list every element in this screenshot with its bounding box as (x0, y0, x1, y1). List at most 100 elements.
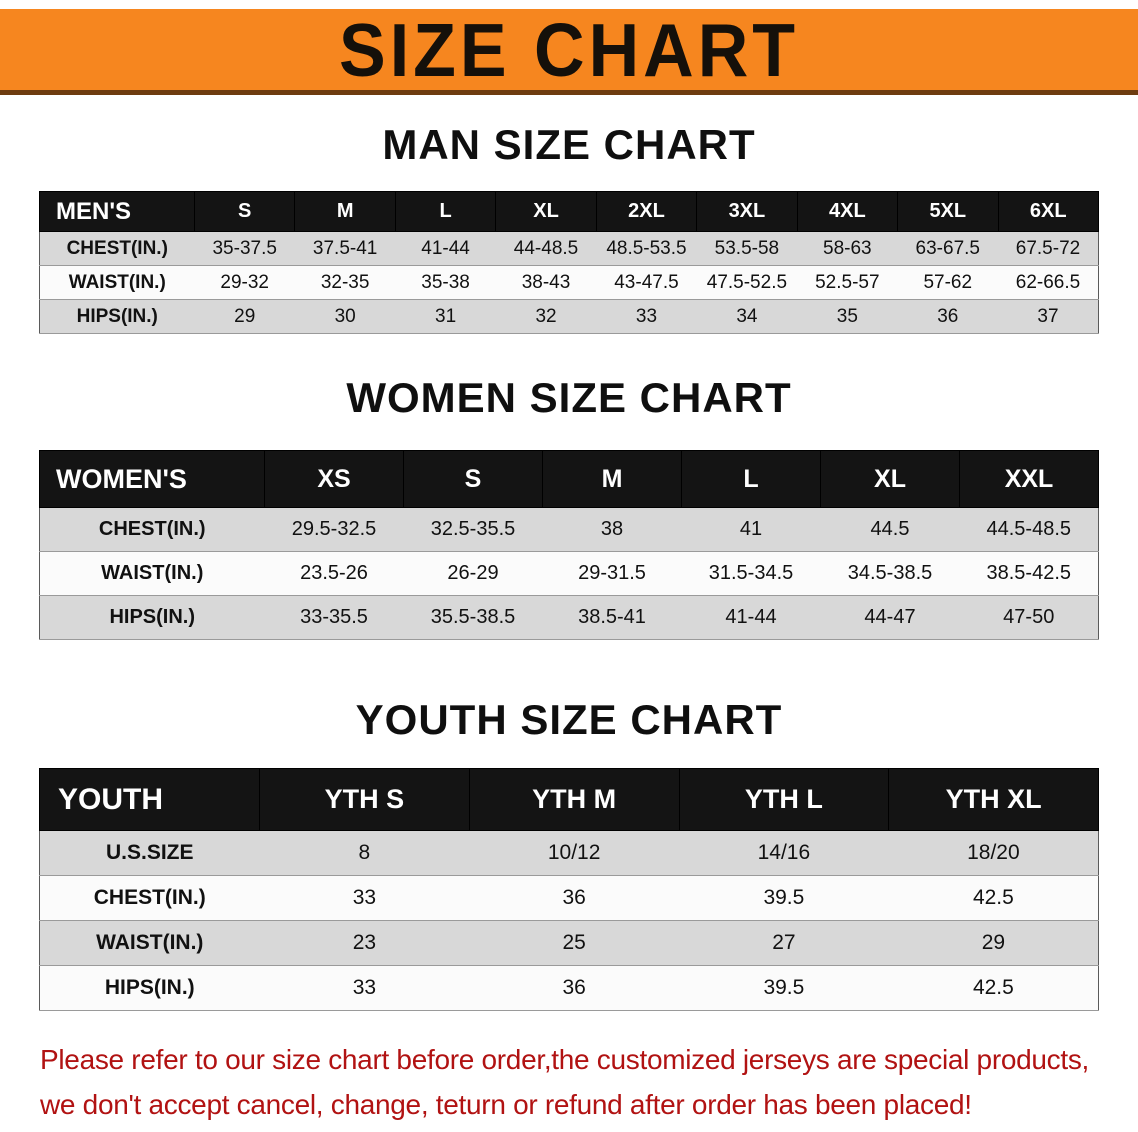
disclaimer-line-2: we don't accept cancel, change, teturn o… (40, 1089, 972, 1120)
size-value: 33 (259, 965, 470, 1011)
row-label: HIPS(IN.) (39, 595, 265, 640)
size-value: 62-66.5 (998, 265, 1099, 300)
size-value: 38.5-41 (542, 595, 682, 640)
row-label: CHEST(IN.) (39, 875, 260, 921)
size-column-header: M (542, 450, 682, 508)
row-label: HIPS(IN.) (39, 965, 260, 1011)
size-value: 48.5-53.5 (596, 231, 697, 266)
measurement-row: HIPS(IN.) 33 36 39.5 42.5 (39, 965, 1099, 1011)
size-column-header: M (294, 191, 396, 232)
page-title: SIZE CHART (339, 7, 799, 92)
size-value: 35-37.5 (194, 231, 295, 266)
women-size-section: WOMEN SIZE CHART WOMEN'S XS S M L XL XXL CHEST… (0, 374, 1138, 640)
size-value: 42.5 (888, 875, 1099, 921)
youth-size-table: YOUTH YTH S YTH M YTH L YTH XL U.S.SIZE 8 10/1… (39, 768, 1099, 1011)
size-value: 32 (495, 299, 597, 334)
size-value: 52.5-57 (797, 265, 898, 300)
size-value: 39.5 (679, 875, 889, 921)
row-label: CHEST(IN.) (39, 231, 195, 266)
size-value: 26-29 (403, 551, 543, 596)
size-value: 42.5 (888, 965, 1099, 1011)
size-value: 41 (681, 507, 821, 552)
size-value: 10/12 (469, 830, 679, 876)
size-value: 32.5-35.5 (403, 507, 543, 552)
size-value: 23 (259, 920, 470, 966)
size-value: 29 (194, 299, 295, 334)
size-value: 33-35.5 (264, 595, 404, 640)
measurement-row: WAIST(IN.) 29-32 32-35 35-38 38-43 43-47.5 47.… (39, 265, 1099, 300)
size-column-header: 6XL (997, 191, 1099, 232)
size-value: 33 (259, 875, 470, 921)
size-value: 35.5-38.5 (403, 595, 543, 640)
size-column-header: YTH L (678, 768, 890, 831)
size-value: 29-32 (194, 265, 295, 300)
size-value: 44.5 (820, 507, 960, 552)
banner: SIZE CHART (0, 7, 1138, 95)
size-value: 47.5-52.5 (696, 265, 798, 300)
size-column-header: L (394, 191, 497, 232)
size-column-header: YTH S (259, 768, 470, 831)
size-value: 31.5-34.5 (681, 551, 821, 596)
size-value: 47-50 (959, 595, 1099, 640)
size-value: 31 (395, 299, 496, 334)
group-label: WOMEN'S (39, 450, 265, 508)
measurement-row: WAIST(IN.) 23.5-26 26-29 29-31.5 31.5-34.5 34… (39, 551, 1099, 596)
table-header-row: YOUTH YTH S YTH M YTH L YTH XL (39, 768, 1099, 831)
size-value: 29 (888, 920, 1099, 966)
row-label: WAIST(IN.) (39, 551, 265, 596)
size-value: 67.5-72 (998, 231, 1099, 266)
size-value: 29-31.5 (542, 551, 682, 596)
section-heading-women: WOMEN SIZE CHART (346, 374, 792, 421)
size-column-header: S (403, 450, 543, 508)
size-value: 44-48.5 (495, 231, 597, 266)
row-label: WAIST(IN.) (39, 265, 195, 300)
size-value: 38-43 (495, 265, 597, 300)
size-value: 29.5-32.5 (264, 507, 404, 552)
table-header-row: MEN'S S M L XL 2XL 3XL 4XL 5XL 6XL (39, 191, 1099, 232)
measurement-row: HIPS(IN.) 33-35.5 35.5-38.5 38.5-41 41-44 44-… (39, 595, 1099, 640)
size-column-header: 4XL (796, 191, 899, 232)
youth-size-section: YOUTH SIZE CHART YOUTH YTH S YTH M YTH L YTH… (0, 696, 1138, 1011)
men-size-table: MEN'S S M L XL 2XL 3XL 4XL 5XL 6XL CHEST(IN.) 35-3… (39, 191, 1099, 334)
size-value: 44.5-48.5 (959, 507, 1099, 552)
size-column-header: YTH M (468, 768, 680, 831)
row-label: CHEST(IN.) (39, 507, 265, 552)
size-column-header: XS (264, 450, 404, 508)
size-value: 23.5-26 (264, 551, 404, 596)
group-label: MEN'S (39, 191, 195, 232)
size-value: 30 (294, 299, 396, 334)
size-value: 32-35 (294, 265, 396, 300)
size-column-header: YTH XL (888, 768, 1099, 831)
measurement-row: CHEST(IN.) 33 36 39.5 42.5 (39, 875, 1099, 921)
size-value: 41-44 (395, 231, 496, 266)
size-value: 35-38 (395, 265, 496, 300)
measurement-row: U.S.SIZE 8 10/12 14/16 18/20 (39, 830, 1099, 876)
measurement-row: WAIST(IN.) 23 25 27 29 (39, 920, 1099, 966)
section-heading-youth: YOUTH SIZE CHART (355, 696, 783, 743)
size-column-header: 2XL (595, 191, 698, 232)
row-label: HIPS(IN.) (39, 299, 195, 334)
size-value: 36 (469, 965, 679, 1011)
size-value: 58-63 (797, 231, 898, 266)
size-value: 38.5-42.5 (959, 551, 1099, 596)
size-value: 34.5-38.5 (820, 551, 960, 596)
size-value: 39.5 (679, 965, 889, 1011)
size-column-header: XL (820, 450, 960, 508)
size-value: 27 (679, 920, 889, 966)
size-value: 43-47.5 (596, 265, 697, 300)
size-value: 37.5-41 (294, 231, 396, 266)
disclaimer-line-1: Please refer to our size chart before or… (40, 1044, 1090, 1075)
row-label: U.S.SIZE (39, 830, 260, 876)
measurement-row: CHEST(IN.) 29.5-32.5 32.5-35.5 38 41 44.5 44.5… (39, 507, 1099, 552)
size-value: 57-62 (897, 265, 998, 300)
size-value: 36 (897, 299, 998, 334)
size-column-header: L (681, 450, 821, 508)
size-value: 41-44 (681, 595, 821, 640)
size-value: 44-47 (820, 595, 960, 640)
measurement-row: CHEST(IN.) 35-37.5 37.5-41 41-44 44-48.5 48.5… (39, 231, 1099, 266)
section-heading-men: MAN SIZE CHART (382, 121, 756, 168)
size-value: 25 (469, 920, 679, 966)
row-label: WAIST(IN.) (39, 920, 260, 966)
size-value: 37 (998, 299, 1099, 334)
size-column-header: S (193, 191, 296, 232)
